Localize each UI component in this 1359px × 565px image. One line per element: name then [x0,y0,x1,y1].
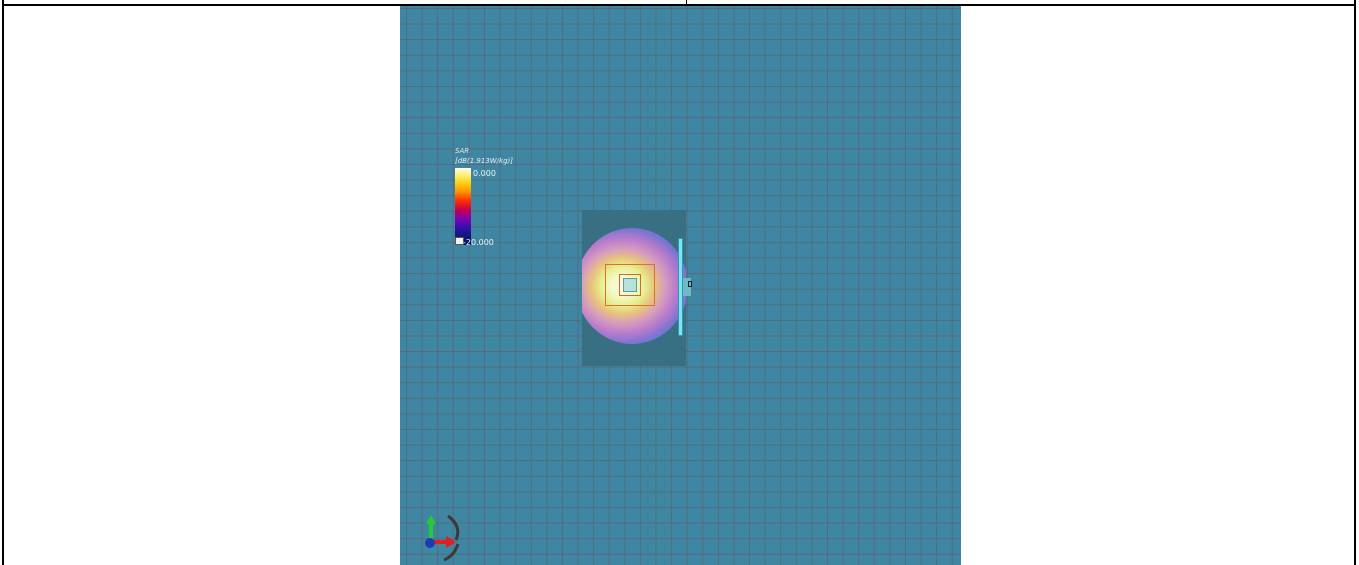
dipole-antenna [678,238,683,336]
legend-unit: [dB(1.913W/kg)] [455,157,513,165]
colormap-toggle-icon[interactable] [455,237,464,245]
legend-min-label: -20.000 [463,238,494,247]
table-column-divider [686,0,687,5]
peak-cube-core [623,278,637,292]
dipole-feed-marker [688,281,692,287]
zoom-scan-outline [605,264,655,306]
legend-colorbar [455,168,471,245]
sar-3d-viewport[interactable]: SAR [dB(1.913W/kg)] 0.000 -20.000 [400,6,961,565]
table-border-top [2,4,1356,6]
table-border-left [2,0,4,565]
legend-max-label: 0.000 [473,169,496,178]
table-border-right [1354,0,1356,565]
xyz-axis-triad-icon[interactable] [418,510,466,562]
legend-title: SAR [455,147,470,155]
peak-cube-outline [619,274,641,296]
dipole-feed [683,278,691,296]
